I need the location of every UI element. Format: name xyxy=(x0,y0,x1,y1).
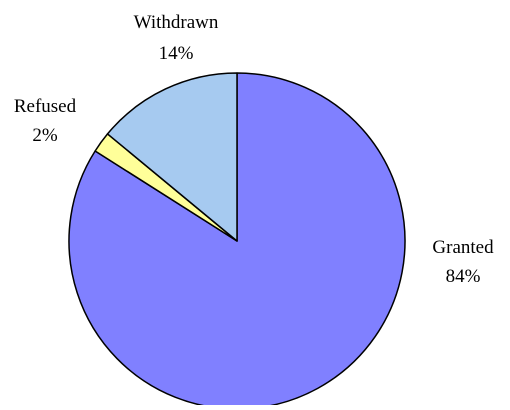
slice-percent-granted: 84% xyxy=(446,266,481,287)
slice-percent-withdrawn: 14% xyxy=(159,43,194,64)
pie-slice-granted xyxy=(68,72,406,410)
slice-label-refused: Refused xyxy=(14,96,77,117)
slice-percent-refused: 2% xyxy=(32,125,58,146)
pie-slice-withdrawn xyxy=(106,72,238,242)
pie-labels: Granted 84% Refused 2% Withdrawn 14% xyxy=(14,12,494,287)
slice-label-withdrawn: Withdrawn xyxy=(134,12,219,33)
slice-label-granted: Granted xyxy=(432,237,494,258)
pie-slices xyxy=(68,72,406,410)
